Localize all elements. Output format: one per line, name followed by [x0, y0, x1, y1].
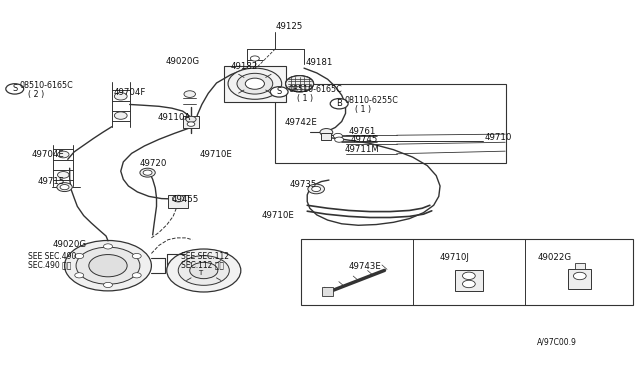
Text: SEE SEC.112: SEE SEC.112: [180, 252, 228, 261]
Circle shape: [104, 282, 113, 288]
Text: 49711M: 49711M: [344, 145, 379, 154]
Text: ( 2 ): ( 2 ): [28, 90, 44, 99]
Circle shape: [573, 272, 586, 280]
Text: 49710J: 49710J: [440, 253, 470, 262]
Circle shape: [184, 91, 195, 97]
Text: 49720: 49720: [140, 159, 167, 168]
FancyBboxPatch shape: [168, 195, 188, 208]
Circle shape: [187, 122, 195, 126]
Circle shape: [115, 93, 127, 100]
Text: 49110A: 49110A: [157, 113, 191, 122]
Circle shape: [335, 137, 344, 142]
Circle shape: [65, 240, 152, 291]
Circle shape: [463, 272, 476, 279]
Text: 49181: 49181: [306, 58, 333, 67]
Text: A/97C00.9: A/97C00.9: [537, 337, 577, 346]
Circle shape: [115, 112, 127, 119]
Text: 08510-6165C: 08510-6165C: [20, 81, 74, 90]
FancyBboxPatch shape: [224, 66, 285, 102]
Circle shape: [60, 185, 69, 190]
Circle shape: [245, 78, 264, 89]
Text: 49745: 49745: [351, 135, 378, 144]
Text: 49125: 49125: [275, 22, 303, 31]
Circle shape: [132, 253, 141, 259]
FancyBboxPatch shape: [568, 269, 591, 289]
Text: 49704F: 49704F: [113, 88, 145, 97]
FancyBboxPatch shape: [183, 116, 198, 128]
Circle shape: [285, 76, 314, 92]
Text: 49022G: 49022G: [537, 253, 572, 262]
Circle shape: [173, 195, 184, 202]
Text: T: T: [198, 270, 203, 276]
Text: 49742E: 49742E: [284, 118, 317, 127]
FancyBboxPatch shape: [321, 133, 332, 140]
Circle shape: [320, 129, 333, 136]
Text: 49710E: 49710E: [261, 211, 294, 220]
Text: SEC.112 参照: SEC.112 参照: [180, 260, 224, 269]
FancyBboxPatch shape: [455, 270, 483, 291]
Circle shape: [143, 170, 152, 175]
Circle shape: [75, 253, 84, 259]
Text: 49761: 49761: [348, 126, 376, 136]
Circle shape: [333, 134, 342, 138]
Text: ( 1 ): ( 1 ): [355, 105, 371, 114]
Text: B: B: [336, 99, 342, 108]
Text: 49020G: 49020G: [53, 240, 87, 249]
Text: 49182: 49182: [230, 62, 258, 71]
Circle shape: [308, 184, 324, 194]
Circle shape: [89, 254, 127, 277]
Text: 49710E: 49710E: [200, 150, 233, 159]
Circle shape: [104, 244, 113, 249]
Text: SEC.490 参照: SEC.490 参照: [28, 260, 71, 269]
Circle shape: [167, 249, 241, 292]
Circle shape: [58, 151, 69, 158]
Text: 49743E: 49743E: [349, 262, 381, 271]
Circle shape: [178, 256, 229, 285]
Text: 08110-6255C: 08110-6255C: [344, 96, 398, 105]
Circle shape: [228, 68, 282, 99]
Circle shape: [463, 280, 476, 288]
Circle shape: [6, 84, 24, 94]
FancyBboxPatch shape: [322, 287, 333, 296]
Text: S: S: [276, 87, 282, 96]
Text: 49715: 49715: [38, 177, 65, 186]
Circle shape: [330, 99, 348, 109]
Text: 08510-6165C: 08510-6165C: [288, 85, 342, 94]
Circle shape: [132, 273, 141, 278]
Circle shape: [58, 171, 69, 178]
Circle shape: [140, 168, 156, 177]
Text: ( 1 ): ( 1 ): [297, 94, 313, 103]
Text: 49735: 49735: [289, 180, 317, 189]
Text: S: S: [12, 84, 17, 93]
Circle shape: [57, 183, 72, 192]
Circle shape: [75, 273, 84, 278]
Circle shape: [237, 73, 273, 94]
Circle shape: [312, 186, 321, 192]
Text: 49704E: 49704E: [31, 150, 64, 159]
Circle shape: [250, 56, 259, 61]
FancyBboxPatch shape: [575, 263, 585, 269]
Circle shape: [186, 116, 196, 122]
Text: SEE SEC.490: SEE SEC.490: [28, 252, 76, 261]
Text: 49020G: 49020G: [166, 57, 200, 65]
Text: 49710: 49710: [484, 133, 512, 142]
Circle shape: [189, 262, 218, 279]
Circle shape: [270, 87, 288, 97]
Circle shape: [76, 247, 140, 284]
Text: 49455: 49455: [172, 195, 199, 204]
